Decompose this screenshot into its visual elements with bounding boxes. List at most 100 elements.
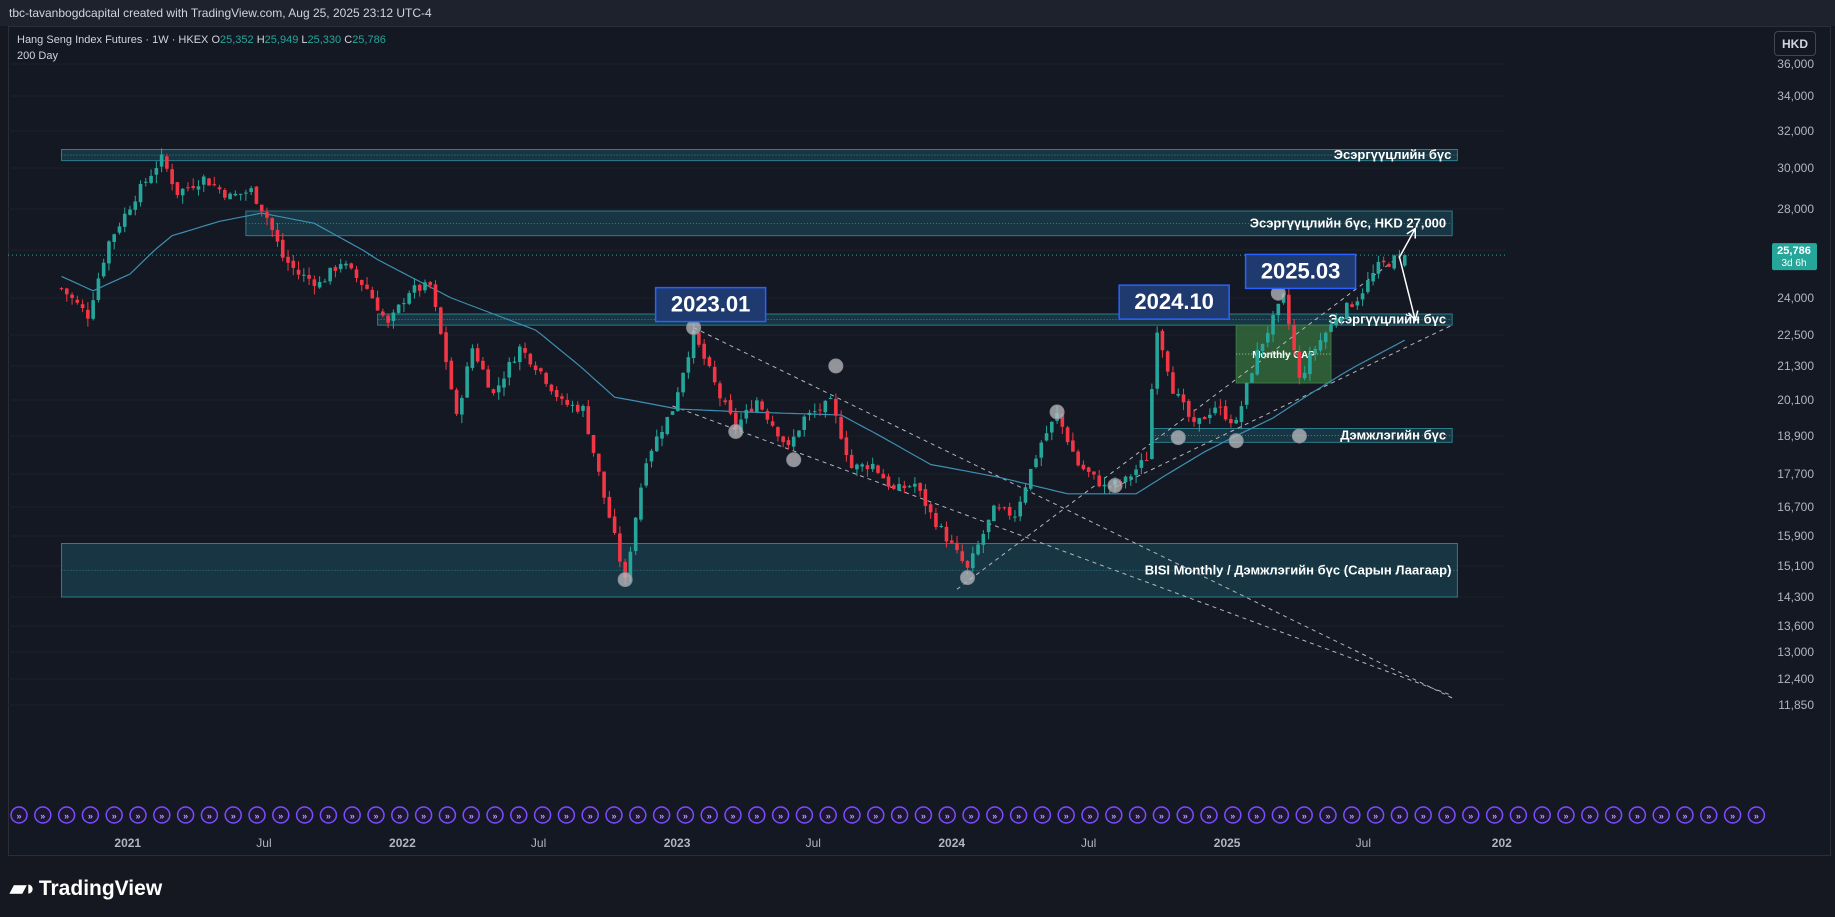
candle — [997, 503, 1001, 511]
candle-body — [544, 372, 548, 384]
candle — [228, 192, 232, 200]
candle-body — [286, 256, 290, 263]
candle-body — [676, 392, 680, 411]
event-icon-glyph: » — [40, 811, 45, 821]
event-icon-ring — [1152, 806, 1171, 824]
event-icon-glyph: » — [1040, 811, 1045, 821]
candle-body — [876, 465, 880, 473]
candle-body — [839, 416, 843, 439]
candle — [1092, 471, 1096, 480]
candle — [286, 249, 290, 271]
event-icon: » — [1700, 806, 1718, 824]
candle-body — [491, 389, 496, 394]
event-icon-ring — [1295, 806, 1313, 824]
candle — [1244, 382, 1249, 409]
event-icon: » — [652, 806, 671, 824]
candle — [1160, 328, 1165, 358]
candle — [1339, 316, 1344, 326]
event-icon-ring — [510, 806, 528, 824]
candle — [144, 177, 148, 187]
candle-body — [733, 412, 738, 429]
candle-body — [275, 229, 280, 242]
candle — [1297, 345, 1302, 385]
event-icon-ring — [605, 806, 623, 824]
candle — [175, 182, 180, 199]
event-icon-ring — [343, 806, 361, 824]
candle — [465, 362, 469, 399]
candle-body — [1260, 343, 1265, 352]
event-icon-ring — [843, 806, 861, 824]
candle-body — [670, 411, 675, 415]
event-icon: » — [629, 806, 647, 824]
event-icon-ring — [581, 806, 599, 824]
candle-body — [233, 193, 238, 196]
candle — [971, 546, 975, 572]
candle-body — [639, 487, 643, 520]
candle-body — [117, 226, 122, 233]
event-icon-glyph: » — [278, 811, 283, 821]
candle — [1197, 417, 1202, 432]
candle-body — [818, 409, 822, 411]
candle — [834, 393, 838, 424]
x-axis[interactable]: 2021 Jul 2022 Jul 2023 Jul 2024 Jul 2025 Jul 202 — [114, 836, 1512, 850]
candle — [1344, 302, 1349, 321]
event-icon-ring — [1247, 806, 1266, 824]
candle-body — [502, 378, 506, 388]
event-icon: » — [1105, 806, 1123, 824]
candle — [770, 415, 775, 428]
candle — [154, 161, 159, 184]
event-icon: » — [819, 806, 837, 824]
y-axis[interactable]: 36,00034,00032,00030,00028,00026,00024,0… — [1777, 57, 1814, 712]
symbol-name[interactable]: Hang Seng Index Futures · 1W · HKEX — [17, 34, 209, 46]
indicator-label[interactable]: 200 Day — [17, 50, 58, 62]
candle — [1213, 401, 1217, 416]
candle-body — [870, 463, 875, 470]
candle — [1355, 296, 1360, 310]
candle-body — [323, 281, 327, 283]
candle — [1129, 474, 1133, 486]
candle-body — [918, 483, 922, 491]
candle-body — [1329, 324, 1333, 332]
event-icon: » — [1676, 806, 1694, 824]
legend-row: Hang Seng Index Futures · 1W · HKEX O25,… — [17, 34, 386, 46]
candle — [1186, 398, 1191, 422]
candle — [212, 176, 217, 187]
candle — [233, 190, 238, 197]
candle — [1202, 416, 1207, 420]
event-icon-glyph: » — [112, 811, 117, 821]
event-icon-glyph: » — [1563, 811, 1568, 821]
candle — [649, 448, 654, 468]
candle-body — [270, 218, 275, 230]
zone-label: Эсэргүүцлийн бүс, HKD 27,000 — [1250, 215, 1446, 230]
tradingview-logo[interactable]: ▰◗ TradingView — [10, 876, 162, 901]
candle — [407, 290, 411, 306]
candle-body — [175, 182, 180, 196]
candle — [159, 148, 164, 173]
zones: Эсэргүүцлийн бүс Эсэргүүцлийн бүс, HKD 27… — [61, 147, 1458, 598]
candle-body — [681, 372, 685, 393]
candle-body — [523, 348, 527, 353]
chart-frame[interactable] — [8, 26, 1831, 856]
event-icon: » — [748, 806, 766, 824]
event-icon-ring — [1747, 806, 1766, 824]
candle-body — [59, 288, 64, 290]
event-icon: » — [367, 806, 385, 824]
candle-body — [296, 269, 301, 275]
zone-label: Дэмжлэгийн бүс — [1340, 427, 1446, 442]
event-icon-ring — [1462, 806, 1480, 824]
candle-body — [1355, 301, 1360, 306]
candle — [860, 462, 864, 472]
candle — [923, 483, 928, 515]
candle-body — [686, 357, 691, 373]
event-icon-ring — [962, 806, 980, 824]
candle-body — [1350, 304, 1354, 307]
candle — [80, 299, 85, 313]
candle-body — [1002, 507, 1007, 509]
zone-label: BISI Monthly / Дэмжлэгийн бүс (Сарын Лаа… — [1145, 562, 1452, 577]
candle-body — [934, 513, 938, 528]
candle — [955, 536, 959, 554]
event-icon-ring — [676, 806, 695, 824]
candle-body — [1155, 332, 1159, 389]
currency-button[interactable]: HKD — [1774, 31, 1816, 56]
